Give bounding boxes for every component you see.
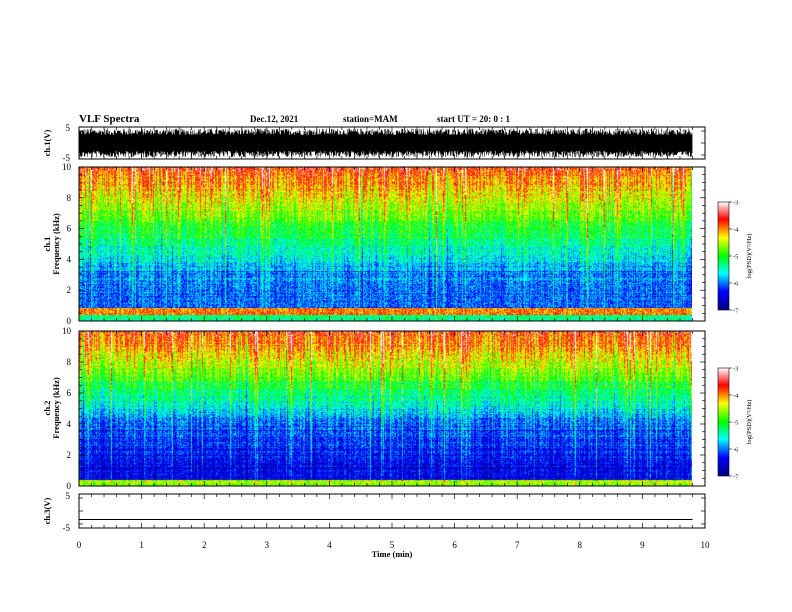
frequency-tick-label: 0 xyxy=(67,481,72,491)
ch2-spectrogram-image xyxy=(79,331,692,486)
ch2-colorbar-ticks: -3 -4 -5 -6 -7 xyxy=(729,366,739,481)
ch1-spectrogram-ylabel-frequency: Frequency (kHz) xyxy=(51,213,61,275)
time-axis-tick-labels: 0 1 2 3 4 5 6 7 8 9 10 xyxy=(77,540,710,550)
ch2-spectrogram-ylabel-frequency: Frequency (kHz) xyxy=(51,377,61,439)
frequency-tick-label: 0 xyxy=(67,316,72,326)
start-time-label: start UT = 20: 0 : 1 xyxy=(437,114,510,124)
colorbar-tick-label: -7 xyxy=(733,308,739,315)
ch1-spectrogram-panel: 0 2 4 6 8 10 ch.1 Frequency (kHz) xyxy=(42,162,706,326)
time-axis-label: Time (min) xyxy=(372,549,413,559)
time-tick-label: 3 xyxy=(265,540,270,550)
ch3-waveform-frame xyxy=(78,493,706,529)
colorbar-tick-label: -6 xyxy=(733,281,739,288)
colorbar-tick-label: -3 xyxy=(733,200,738,207)
frequency-tick-label: 10 xyxy=(62,326,72,336)
ch1-colorbar-ticks: -3 -4 -5 -6 -7 xyxy=(729,200,739,315)
time-tick-label: 9 xyxy=(640,540,645,550)
ch1-spectrogram-yticks: 0 2 4 6 8 10 xyxy=(62,162,705,326)
frequency-tick-label: 8 xyxy=(67,193,72,203)
time-tick-label: 8 xyxy=(578,540,583,550)
colorbar-tick-label: -4 xyxy=(733,227,739,234)
frequency-tick-label: 6 xyxy=(67,224,72,234)
colorbar-tick-label: -5 xyxy=(733,254,738,261)
ch2-spectrogram-yticks: 0 2 4 6 8 10 xyxy=(62,326,705,491)
ch1-spectrogram-image xyxy=(79,167,692,321)
ch3-ytick-top: 5 xyxy=(66,491,71,501)
ch1-waveform-ylabel: ch.1(V) xyxy=(42,129,52,156)
time-tick-label: 4 xyxy=(327,540,332,550)
date-label: Dec.12, 2021 xyxy=(250,114,299,124)
colorbar-tick-label: -4 xyxy=(733,393,739,400)
ch1-colorbar-label: log(PSD)(V²/Hz) xyxy=(746,234,753,279)
time-tick-label: 7 xyxy=(515,540,520,550)
ch3-ytick-bottom: -5 xyxy=(63,523,71,533)
time-tick-label: 1 xyxy=(139,540,144,550)
ch2-colorbar-gradient xyxy=(717,367,730,477)
time-tick-label: 0 xyxy=(77,540,82,550)
time-axis-ticks xyxy=(78,127,706,528)
chart-title: VLF Spectra xyxy=(79,113,140,125)
frequency-tick-label: 4 xyxy=(67,254,72,264)
time-tick-label: 5 xyxy=(390,540,395,550)
ch1-colorbar-gradient xyxy=(717,201,730,311)
time-tick-label: 10 xyxy=(701,540,711,550)
colorbar-tick-label: -5 xyxy=(733,420,738,427)
frequency-tick-label: 4 xyxy=(67,419,72,429)
ch2-colorbar-label: log(PSD)(V²/Hz) xyxy=(746,400,753,445)
time-tick-label: 6 xyxy=(452,540,457,550)
ch2-spectrogram-panel: 0 2 4 6 8 10 ch.2 Frequency (kHz) xyxy=(42,326,706,491)
colorbar-tick-label: -6 xyxy=(733,447,739,454)
ch1-spectrogram-ylabel-channel: ch.1 xyxy=(42,237,52,252)
time-tick-label: 2 xyxy=(202,540,207,550)
ch1-ytick-bottom: -5 xyxy=(63,153,71,163)
ch2-colorbar: -3 -4 -5 -6 -7 log(PSD)(V²/Hz) xyxy=(717,366,753,481)
ch1-ytick-top: 5 xyxy=(66,123,71,133)
station-label: station=MAM xyxy=(343,114,398,124)
ch1-waveform-trace xyxy=(79,128,693,158)
frequency-tick-label: 10 xyxy=(62,162,72,172)
frequency-tick-label: 2 xyxy=(67,450,72,460)
ch3-waveform-ylabel: ch.3(V) xyxy=(42,497,52,524)
colorbar-tick-label: -7 xyxy=(733,474,739,481)
colorbar-tick-label: -3 xyxy=(733,366,738,373)
ch2-spectrogram-ylabel-channel: ch.2 xyxy=(42,401,52,416)
ch1-colorbar: -3 -4 -5 -6 -7 log(PSD)(V²/Hz) xyxy=(717,200,753,315)
frequency-tick-label: 6 xyxy=(67,388,72,398)
frequency-tick-label: 2 xyxy=(67,285,72,295)
frequency-tick-label: 8 xyxy=(67,357,72,367)
